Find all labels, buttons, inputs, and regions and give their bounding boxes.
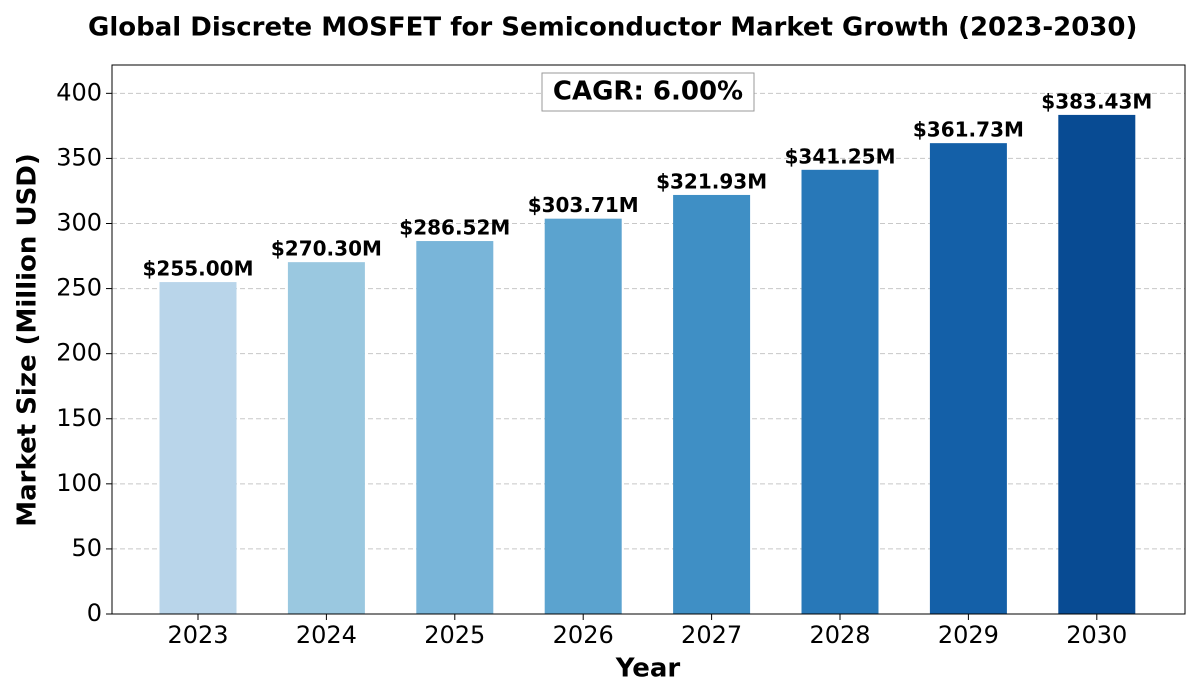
value-label: $286.52M xyxy=(399,216,510,240)
x-tick-label: 2030 xyxy=(1066,621,1127,649)
bar xyxy=(416,241,494,615)
plot-frame xyxy=(111,64,1186,615)
bar xyxy=(544,218,622,615)
y-tick-label: 150 xyxy=(56,404,102,432)
value-label: $255.00M xyxy=(143,257,254,281)
bar xyxy=(287,262,365,614)
value-label: $361.73M xyxy=(913,118,1024,142)
value-label: $383.43M xyxy=(1041,89,1152,113)
bar xyxy=(1058,114,1136,614)
x-tick-label: 2028 xyxy=(809,621,870,649)
value-label: $321.93M xyxy=(656,169,767,193)
x-tick-label: 2023 xyxy=(167,621,228,649)
bar xyxy=(159,282,237,614)
chart-title: Global Discrete MOSFET for Semiconductor… xyxy=(88,13,1137,43)
y-tick-label: 350 xyxy=(56,143,102,171)
x-tick-label: 2024 xyxy=(296,621,357,649)
value-label: $341.25M xyxy=(785,144,896,168)
bar xyxy=(929,143,1007,615)
x-tick-label: 2025 xyxy=(424,621,485,649)
y-axis-label: Market Size (Million USD) xyxy=(13,153,43,527)
y-tick-label: 100 xyxy=(56,469,102,497)
y-tick-label: 250 xyxy=(56,274,102,302)
value-label: $303.71M xyxy=(528,193,639,217)
x-tick-label: 2029 xyxy=(938,621,999,649)
bar xyxy=(673,194,751,614)
y-tick-label: 0 xyxy=(87,599,102,627)
y-tick-label: 200 xyxy=(56,339,102,367)
value-label: $270.30M xyxy=(271,237,382,261)
y-tick-label: 400 xyxy=(56,78,102,106)
annotation: CAGR: 6.00% xyxy=(553,77,743,107)
bar xyxy=(801,169,879,614)
y-tick-label: 50 xyxy=(71,534,102,562)
x-tick-label: 2027 xyxy=(681,621,742,649)
x-axis-label: Year xyxy=(615,654,681,684)
annotation-box xyxy=(541,72,755,112)
y-tick-label: 300 xyxy=(56,209,102,237)
x-tick-label: 2026 xyxy=(553,621,614,649)
